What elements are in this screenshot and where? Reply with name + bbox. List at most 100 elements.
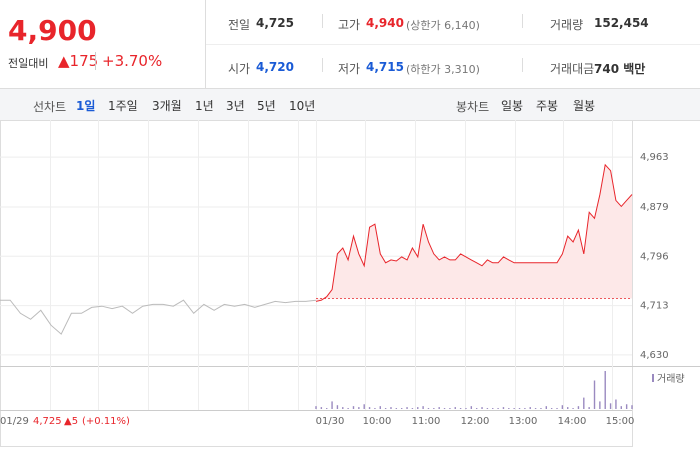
volume-bar — [395, 408, 398, 409]
quote-label: 거래대금 — [550, 62, 595, 76]
y-tick-label: 4,630 — [640, 350, 669, 361]
row-divider — [206, 44, 700, 45]
volume-bar — [454, 407, 456, 409]
tab[interactable]: 일봉 — [501, 99, 524, 113]
tab[interactable]: 10년 — [289, 99, 316, 113]
divider — [322, 14, 323, 28]
volume-bar — [620, 406, 622, 409]
volume-bar — [593, 380, 596, 409]
price-box: 4,900 전일대비 ▲175 +3.70% — [0, 0, 206, 88]
volume-bar — [470, 406, 473, 409]
divider — [322, 58, 323, 72]
legend-label: 거래량 — [657, 373, 685, 385]
price: 4,900 — [8, 14, 97, 47]
volume-bar — [443, 408, 446, 409]
quote-label: 고가 — [338, 18, 361, 32]
x-tick-label: 01/30 — [316, 416, 345, 427]
volume-bar — [417, 407, 419, 409]
volume-bar — [492, 408, 494, 409]
x-tick-label: 12:00 — [461, 416, 490, 427]
volume-bar — [358, 407, 360, 409]
volume-bar — [433, 408, 435, 409]
volume-bar — [481, 407, 483, 409]
quote-value: 740 백만 — [594, 62, 646, 76]
divider — [522, 58, 523, 72]
tab[interactable]: 3개월 — [152, 99, 182, 113]
tab[interactable]: 월봉 — [573, 99, 596, 113]
volume-bar — [508, 408, 510, 409]
volume-bar — [390, 407, 392, 409]
volume-bar — [588, 407, 590, 409]
volume-bar — [459, 408, 462, 409]
change-label: 전일대비 — [8, 57, 49, 70]
y-tick-label: 4,713 — [640, 301, 669, 312]
volume-bar — [363, 404, 365, 409]
volume-bar — [449, 408, 451, 409]
volume-bar — [599, 401, 601, 409]
divider — [522, 14, 523, 28]
x-tick-label: 13:00 — [509, 416, 538, 427]
x-tick-label: 14:00 — [558, 416, 587, 427]
volume-bar — [427, 408, 430, 409]
quote-label: 저가 — [338, 62, 361, 76]
volume-bar — [518, 408, 521, 409]
volume-bar — [475, 408, 478, 409]
prev-close: 4,725 — [33, 416, 62, 427]
volume-bar — [347, 408, 349, 409]
tab-group-label: 봉차트 — [456, 100, 490, 114]
volume-bar — [374, 408, 376, 409]
volume-bar — [625, 404, 628, 409]
tab[interactable]: 1년 — [195, 99, 214, 113]
volume-bar — [384, 408, 387, 409]
volume-bar — [465, 408, 467, 409]
volume-bar — [556, 408, 558, 409]
tab[interactable]: 1주일 — [108, 99, 138, 113]
quote-value: 152,454 — [594, 16, 649, 30]
x-tick-label: 01/29 — [0, 416, 29, 427]
volume-bar — [609, 403, 612, 409]
x-tick-label: 15:00 — [606, 416, 635, 427]
area — [316, 164, 632, 302]
volume-bar — [540, 408, 542, 409]
volume-bar — [631, 405, 633, 409]
volume-bar — [497, 408, 499, 409]
line — [0, 299, 317, 335]
quote-value: 4,720 — [256, 60, 294, 74]
tab-group-label: 선차트 — [33, 100, 67, 114]
quote-note: (상한가 6,140) — [406, 19, 480, 32]
volume-bar — [583, 397, 585, 409]
quote-label: 전일 — [228, 18, 251, 32]
tab-active[interactable]: 1일 — [76, 99, 96, 113]
volume-bar — [513, 408, 515, 409]
volume-bar — [572, 408, 574, 409]
volume-bar — [577, 406, 580, 409]
quote-value: 4,715 — [366, 60, 404, 74]
prev-change: ▲5 — [64, 416, 78, 427]
y-tick-label: 4,963 — [640, 152, 669, 163]
quote-label: 거래량 — [550, 18, 584, 32]
volume-bar — [368, 407, 371, 409]
volume-bar — [604, 371, 606, 409]
volume-bar — [529, 407, 531, 409]
quote-label: 시가 — [228, 62, 251, 76]
x-tick-label: 10:00 — [363, 416, 392, 427]
tab[interactable]: 5년 — [257, 99, 276, 113]
volume-bar — [567, 407, 569, 409]
y-tick-label: 4,879 — [640, 202, 669, 213]
volume-bar — [326, 408, 328, 409]
volume-bar — [331, 401, 333, 409]
volume-bar — [486, 408, 489, 409]
change-rate: +3.70% — [95, 52, 162, 70]
volume-bar — [406, 407, 408, 409]
volume-bar — [411, 408, 414, 409]
tab[interactable]: 3년 — [226, 99, 245, 113]
volume-bar — [615, 399, 617, 409]
y-tick-label: 4,796 — [640, 251, 669, 262]
quote-value: 4,725 — [256, 16, 294, 30]
volume-bar — [320, 407, 323, 409]
tab[interactable]: 주봉 — [536, 99, 559, 113]
volume-bar — [400, 408, 403, 409]
volume-bar — [550, 408, 553, 409]
quote-value: 4,940 — [366, 16, 404, 30]
